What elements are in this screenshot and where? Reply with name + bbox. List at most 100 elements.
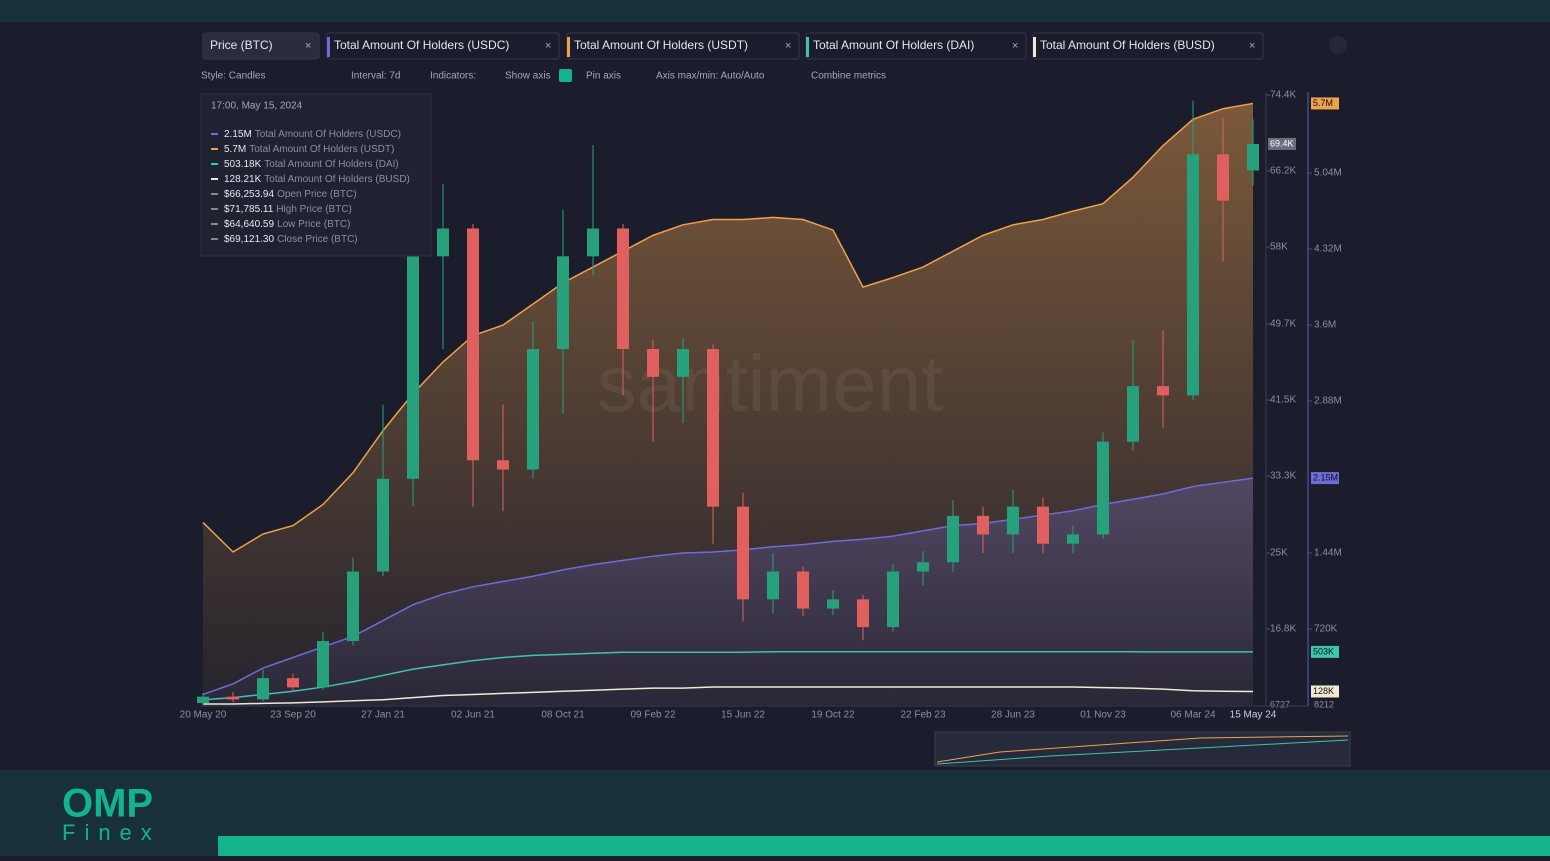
toolbar-item[interactable]: Style: Candles [201, 71, 265, 82]
series-line [202, 650, 1254, 701]
tooltip-label: Open Price (BTC) [277, 189, 356, 200]
tooltip-value: 2.15M [224, 129, 252, 140]
x-tick-label: 28 Jun 23 [991, 710, 1035, 721]
value-tag [1311, 472, 1339, 485]
candle-body [467, 228, 479, 461]
candle-body [677, 349, 689, 377]
tooltip-label: Total Amount Of Holders (USDC) [255, 129, 401, 140]
tooltip-box [200, 93, 432, 257]
tooltip-label: Low Price (BTC) [277, 219, 350, 230]
tab-color [806, 37, 809, 57]
candle-body [1247, 143, 1259, 171]
candle-body [287, 678, 299, 688]
value-tag-label: 69.4K [1270, 138, 1294, 148]
tooltip-value: 128.21K [224, 174, 262, 185]
accent-bar [218, 836, 1550, 856]
axis-bottom-label: 6727 [1270, 699, 1290, 709]
value-tag [1311, 645, 1339, 658]
tooltip-row: $69,121.30 Close Price (BTC) [224, 234, 358, 245]
tooltip-value: $69,121.30 [224, 234, 274, 245]
y-tick-label: 66.2K [1270, 166, 1296, 177]
navigator-line [936, 739, 1349, 765]
value-tag-label: 2.15M [1313, 472, 1338, 482]
tab-close[interactable]: × [305, 40, 311, 52]
y2-tick-label: 720K [1314, 624, 1338, 635]
x-tick-label: 22 Feb 23 [900, 710, 945, 721]
tooltip-label: Total Amount Of Holders (BUSD) [264, 174, 410, 185]
toolbar-item[interactable]: Indicators: [430, 71, 476, 82]
tab-close[interactable]: × [1249, 40, 1255, 52]
candle-body [767, 571, 779, 600]
toolbar-item[interactable]: Show axis [505, 71, 551, 82]
tooltip-label: Total Amount Of Holders (USDT) [249, 144, 394, 155]
toolbar-item[interactable]: Axis max/min: Auto/Auto [656, 71, 765, 82]
candle-body [557, 256, 569, 350]
x-tick-label: 19 Oct 22 [811, 710, 855, 721]
tab-close[interactable]: × [545, 40, 551, 52]
tab-label: Price (BTC) [210, 38, 273, 52]
y2-tick-label: 2.88M [1314, 396, 1342, 407]
candle-body [497, 460, 509, 470]
candle-body [227, 696, 239, 700]
y2-tick-label: 5.04M [1314, 168, 1342, 179]
top-band [0, 0, 1550, 22]
candle-body [317, 641, 329, 688]
x-tick-label: 15 Jun 22 [721, 710, 765, 721]
tooltip-value: 503.18K [224, 159, 262, 170]
navigator-line [936, 735, 1349, 763]
candle-body [1217, 154, 1229, 201]
candle-body [1127, 386, 1139, 442]
candle-body [857, 599, 869, 628]
candle-body [407, 256, 419, 479]
candle-body [947, 515, 959, 563]
y-tick-label: 25K [1270, 548, 1288, 559]
x-tick-label: 06 Mar 24 [1170, 710, 1215, 721]
y-tick-label: 33.3K [1270, 471, 1296, 482]
x-tick-label: 23 Sep 20 [270, 710, 316, 721]
tooltip-label: Total Amount Of Holders (DAI) [264, 159, 399, 170]
tooltip-value: $66,253.94 [224, 189, 274, 200]
tab-close[interactable]: × [785, 40, 791, 52]
tab[interactable] [202, 32, 320, 60]
toolbar-item[interactable]: Combine metrics [811, 71, 886, 82]
checkbox[interactable] [559, 69, 572, 82]
y2-tick-label: 3.6M [1314, 320, 1336, 331]
tab-color [567, 37, 570, 57]
toolbar-item[interactable]: Pin axis [586, 71, 621, 82]
tab-close[interactable]: × [1012, 40, 1018, 52]
tab-label: Total Amount Of Holders (BUSD) [1040, 38, 1215, 52]
candle-body [377, 478, 389, 572]
tooltip-row: 128.21K Total Amount Of Holders (BUSD) [224, 174, 410, 185]
tooltip-row: 2.15M Total Amount Of Holders (USDC) [224, 129, 401, 140]
toolbar-item[interactable]: Interval: 7d [351, 71, 400, 82]
tooltip-row: 503.18K Total Amount Of Holders (DAI) [224, 159, 399, 170]
series-area [203, 478, 1253, 705]
tooltip-value: $71,785.11 [224, 204, 274, 215]
y2-tick-label: 4.32M [1314, 244, 1342, 255]
series-line [202, 477, 1254, 696]
candle-body [197, 696, 209, 704]
navigator[interactable] [934, 731, 1351, 767]
tab-color [327, 37, 330, 57]
logo: OMP [62, 782, 153, 826]
tab-label: Total Amount Of Holders (USDT) [574, 38, 748, 52]
tab-color [1033, 37, 1036, 57]
tab-bar: Price (BTC) × Total Amount Of Holders (USD… [202, 32, 1264, 60]
x-tick-label: 01 Nov 23 [1080, 710, 1126, 721]
candle-body [1157, 386, 1169, 396]
y-tick-label: 41.5K [1270, 395, 1296, 406]
settings-button[interactable] [1329, 36, 1347, 54]
tab-label: Total Amount Of Holders (DAI) [813, 38, 974, 52]
candle-body [437, 228, 449, 257]
candle-body [707, 349, 719, 507]
tooltip-row: $71,785.11 High Price (BTC) [224, 204, 352, 215]
y-tick-label: 58K [1270, 242, 1288, 253]
value-tag [1311, 685, 1339, 698]
candle-body [1037, 506, 1049, 544]
tooltip-label: Close Price (BTC) [277, 234, 358, 245]
tooltip-row: $66,253.94 Open Price (BTC) [224, 189, 357, 200]
candle-body [347, 571, 359, 642]
x-tick-label: 02 Jun 21 [451, 710, 495, 721]
y-tick-label: 16.8K [1270, 624, 1296, 635]
